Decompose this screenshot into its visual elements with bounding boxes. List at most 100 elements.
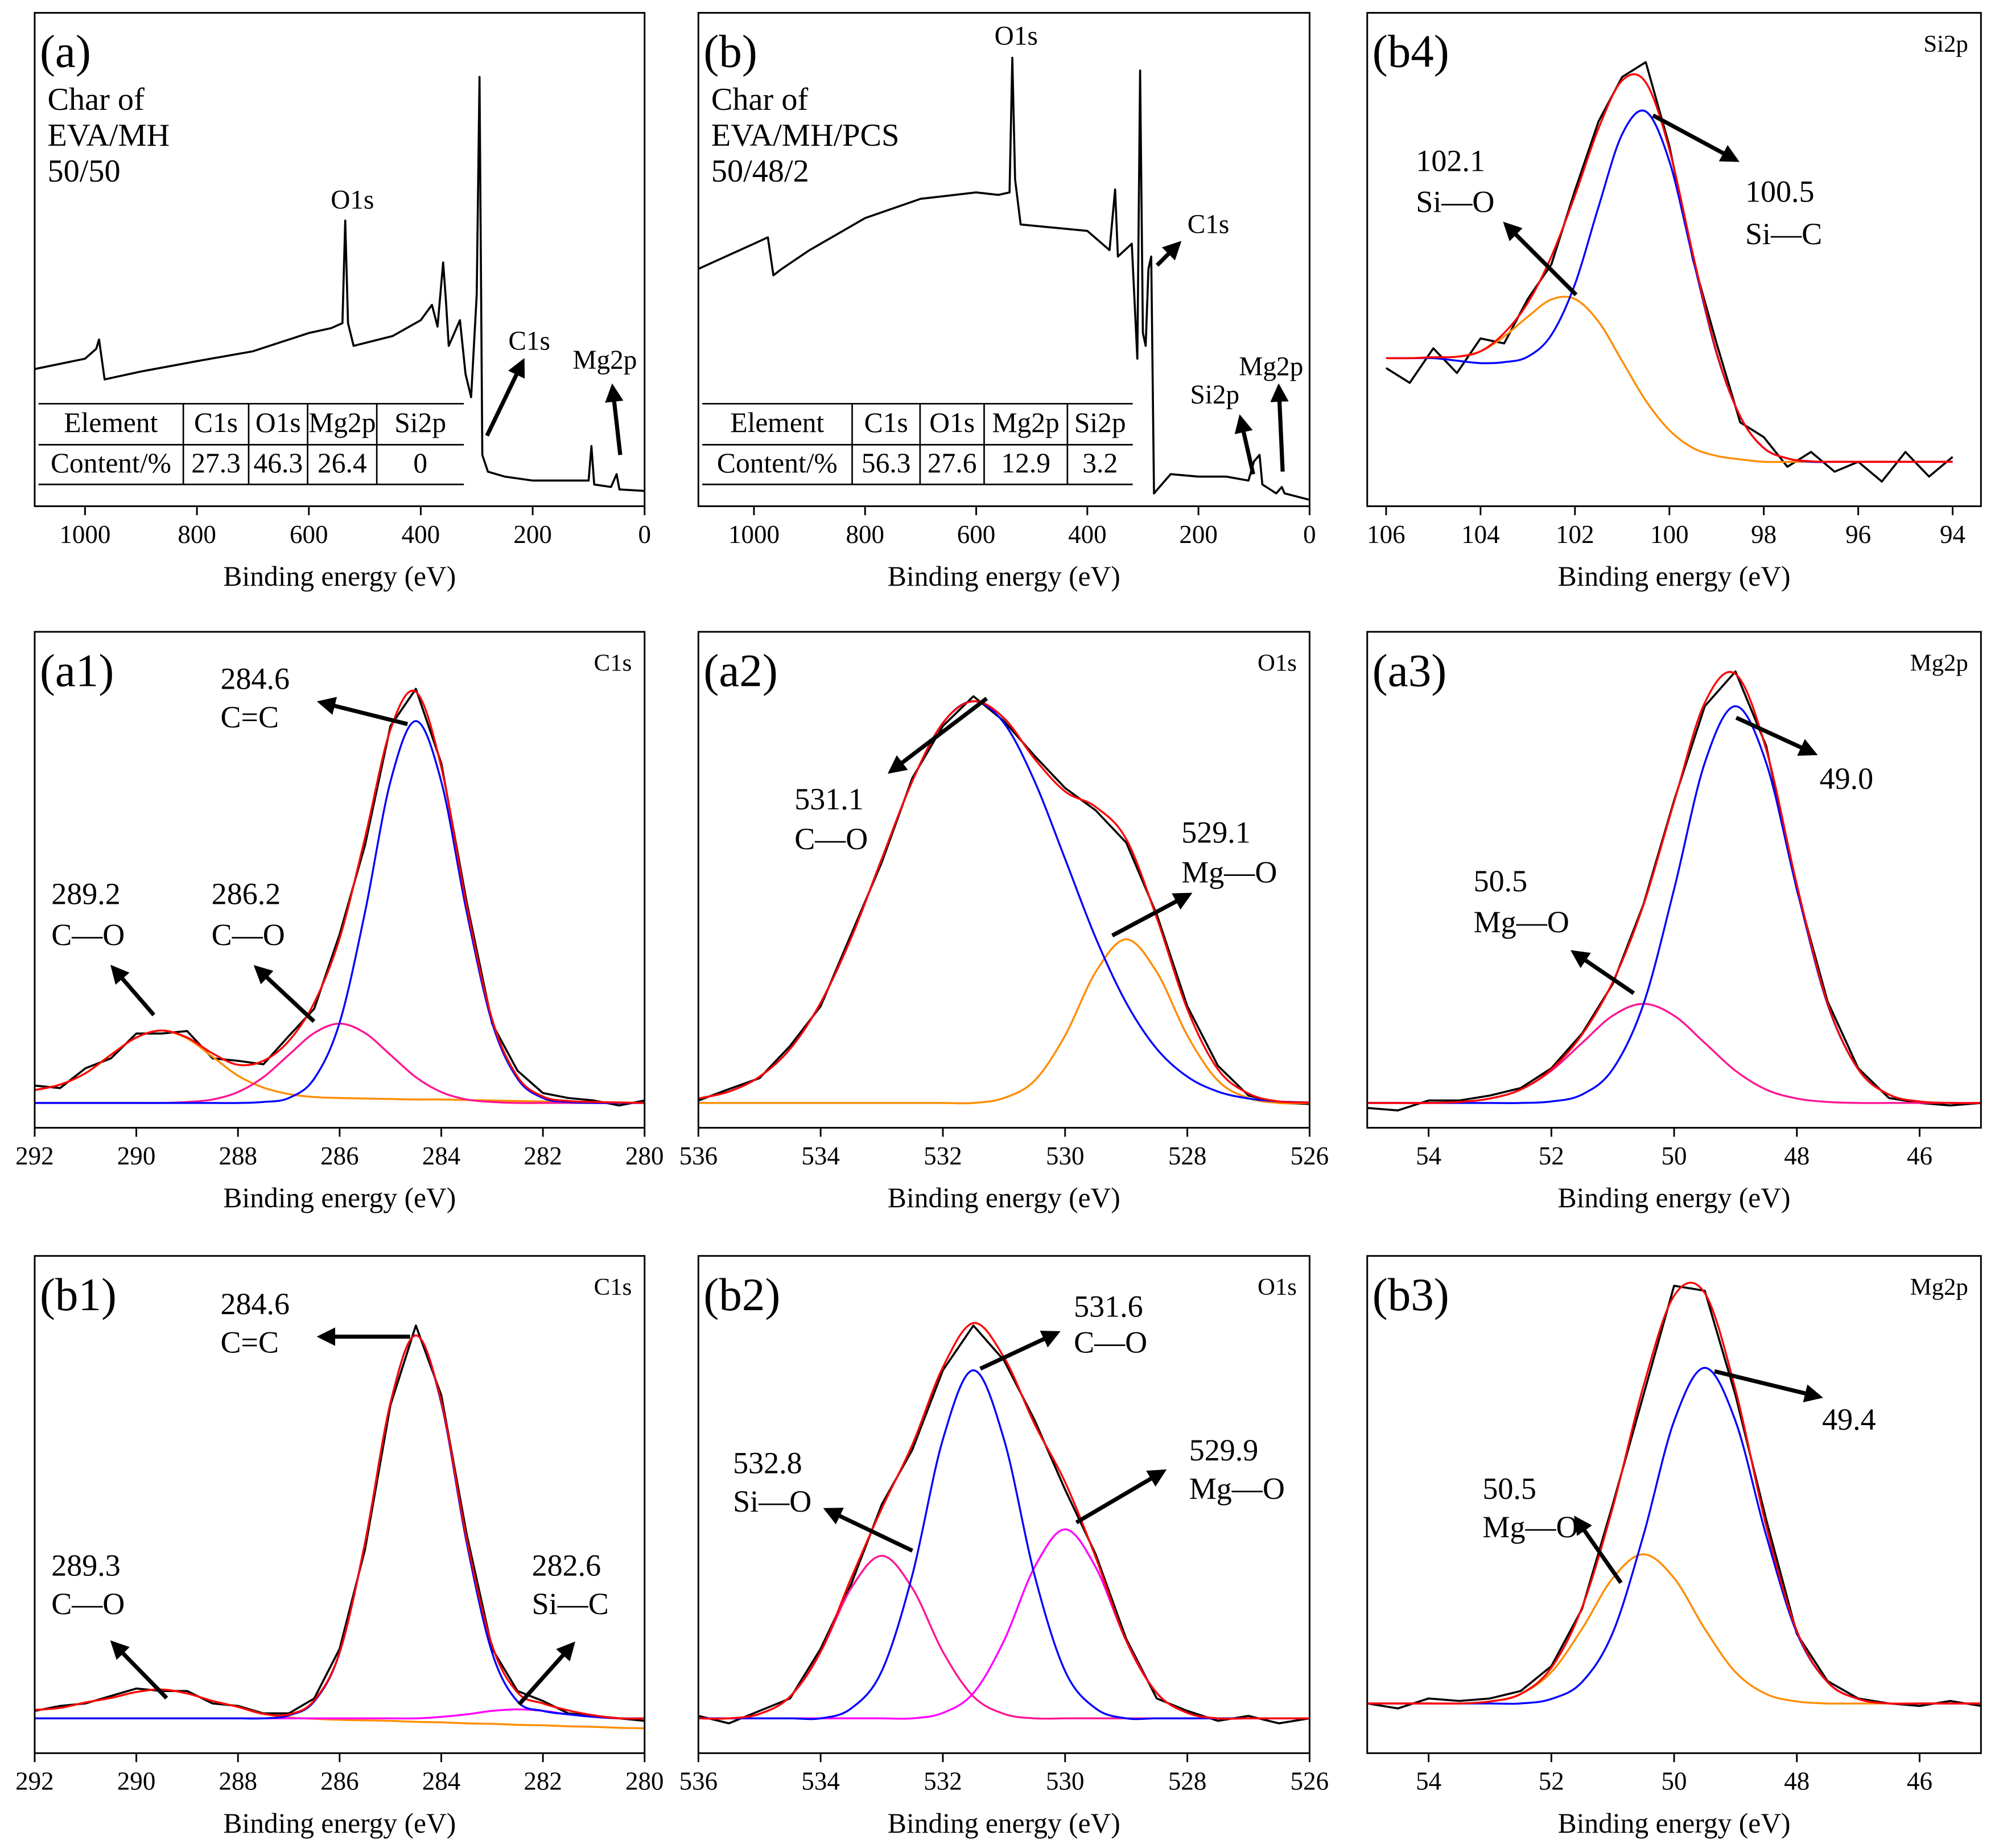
arrow bbox=[316, 697, 409, 726]
table-cell: Mg2p bbox=[308, 407, 376, 438]
x-tick-label: 52 bbox=[1539, 1142, 1564, 1170]
spectrum bbox=[34, 1324, 645, 1722]
peak-annotation: 532.8 bbox=[733, 1446, 802, 1480]
x-tick-label: 286 bbox=[320, 1767, 359, 1796]
peak-label: C1s bbox=[1188, 209, 1230, 239]
table-cell: Si2p bbox=[394, 407, 446, 438]
peak-annotation: 531.6 bbox=[1074, 1290, 1143, 1324]
peak-annotation: 529.1 bbox=[1181, 816, 1251, 850]
panel: 1000 800 600 400 200 0 Binding energy (eV) (a) C… bbox=[34, 12, 651, 592]
panel: 54 52 50 48 46 Binding energy (eV) (a3) Mg2p 49.… bbox=[1366, 631, 1982, 1213]
plot-area bbox=[34, 76, 645, 492]
table-cell: 56.3 bbox=[862, 447, 911, 479]
peak-annotation: 100.5 bbox=[1745, 175, 1815, 209]
x-tick-label: 600 bbox=[290, 520, 328, 549]
peak-label: O1s bbox=[995, 21, 1038, 51]
peak-label: Si2p bbox=[1190, 380, 1239, 410]
fit-curve bbox=[34, 1030, 645, 1104]
plot-frame bbox=[1366, 12, 1982, 507]
peak-annotation: Mg—O bbox=[1181, 855, 1277, 889]
x-tick-label: 52 bbox=[1539, 1767, 1564, 1796]
plot-area bbox=[698, 1322, 1310, 1724]
peak-annotation: 286.2 bbox=[212, 877, 281, 911]
panel-label: (a2) bbox=[703, 645, 777, 696]
peak-annotation: 282.6 bbox=[532, 1549, 601, 1583]
x-tick-label: 106 bbox=[1367, 520, 1406, 549]
x-axis-label: Binding energy (eV) bbox=[223, 1808, 456, 1839]
x-tick-label: 536 bbox=[679, 1767, 718, 1796]
fit-curve bbox=[34, 1334, 645, 1720]
plot-frame bbox=[34, 12, 646, 507]
fit-curve bbox=[698, 938, 1310, 1105]
x-tick-label: 284 bbox=[422, 1767, 461, 1796]
panel: 536 534 532 530 528 526 Binding energy (eV) (b2… bbox=[679, 1255, 1329, 1839]
panel-label: (a1) bbox=[40, 645, 114, 696]
sample-label: Char of bbox=[47, 82, 145, 117]
arrow bbox=[1111, 892, 1193, 937]
region-label: C1s bbox=[594, 1274, 632, 1300]
fit-curve bbox=[1367, 1553, 1981, 1705]
panel-label: (a3) bbox=[1372, 645, 1446, 696]
x-tick-label: 288 bbox=[219, 1142, 257, 1170]
peak-annotation: Mg—O bbox=[1482, 1510, 1578, 1544]
arrow bbox=[887, 697, 988, 774]
arrow bbox=[1574, 1515, 1623, 1584]
panel: 1000 800 600 400 200 0 Binding energy (eV) (b) C… bbox=[697, 12, 1316, 592]
x-tick-label: 526 bbox=[1291, 1767, 1329, 1796]
sample-label: EVA/MH bbox=[47, 118, 170, 153]
peak-annotation: C=C bbox=[220, 1326, 279, 1360]
x-tick-label: 98 bbox=[1751, 520, 1777, 549]
spectrum bbox=[698, 695, 1310, 1105]
x-tick-label: 288 bbox=[219, 1767, 257, 1796]
peak-annotation: C—O bbox=[51, 1587, 125, 1621]
peak-annotation: 531.1 bbox=[794, 782, 864, 816]
table-cell: 12.9 bbox=[1001, 447, 1050, 479]
x-tick-label: 0 bbox=[1303, 520, 1316, 549]
fit-curve bbox=[1367, 1367, 1981, 1705]
x-tick-label: 1000 bbox=[59, 520, 110, 549]
x-tick-label: 280 bbox=[625, 1767, 664, 1796]
x-tick-label: 526 bbox=[1291, 1142, 1329, 1170]
plot-area bbox=[34, 688, 645, 1107]
fit-curve bbox=[698, 1322, 1310, 1720]
x-tick-label: 284 bbox=[422, 1142, 461, 1170]
x-tick-label: 50 bbox=[1662, 1142, 1687, 1170]
panel: 292 290 288 286 284 282 280 Binding energy (eV)… bbox=[15, 1255, 664, 1839]
plot-frame bbox=[697, 1255, 1310, 1754]
fit-curve bbox=[1386, 73, 1953, 463]
region-label: O1s bbox=[1258, 1274, 1297, 1300]
table-cell: Content/% bbox=[717, 447, 838, 479]
peak-annotation: Mg—O bbox=[1189, 1471, 1285, 1505]
x-tick-label: 282 bbox=[524, 1767, 562, 1796]
x-tick-label: 400 bbox=[402, 520, 440, 549]
sample-label: 50/48/2 bbox=[711, 154, 809, 189]
fit-curve bbox=[34, 1708, 645, 1720]
peak-annotation: Si—C bbox=[1745, 217, 1822, 251]
x-tick-label: 102 bbox=[1556, 520, 1594, 549]
table-cell: O1s bbox=[255, 407, 301, 438]
fit-curve bbox=[1367, 1002, 1981, 1104]
table-cell: 3.2 bbox=[1082, 447, 1118, 479]
x-axis-label: Binding energy (eV) bbox=[888, 561, 1120, 592]
panel: 292 290 288 286 284 282 280 Binding energy (eV)… bbox=[15, 631, 664, 1213]
x-tick-label: 292 bbox=[15, 1142, 54, 1170]
x-tick-label: 534 bbox=[801, 1142, 840, 1170]
fit-curve bbox=[34, 689, 645, 1104]
table-cell: C1s bbox=[864, 407, 908, 438]
x-tick-label: 800 bbox=[846, 520, 885, 549]
table-cell: Si2p bbox=[1074, 407, 1126, 438]
peak-annotation: 50.5 bbox=[1482, 1471, 1536, 1505]
x-tick-label: 290 bbox=[117, 1142, 156, 1170]
peak-label: O1s bbox=[331, 186, 374, 215]
spectrum bbox=[1367, 1285, 1981, 1710]
table-cell: C1s bbox=[194, 407, 238, 438]
x-tick-label: 532 bbox=[924, 1767, 962, 1796]
arrow bbox=[1234, 414, 1255, 475]
peak-annotation: 284.6 bbox=[220, 661, 290, 695]
x-axis-label: Binding energy (eV) bbox=[1558, 561, 1791, 592]
fit-curve bbox=[698, 1554, 1310, 1720]
sample-label: 50/50 bbox=[47, 154, 120, 189]
x-tick-label: 532 bbox=[924, 1142, 962, 1170]
x-tick-label: 282 bbox=[524, 1142, 562, 1170]
